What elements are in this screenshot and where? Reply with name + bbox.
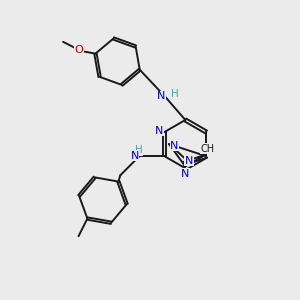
Text: N: N <box>181 169 190 178</box>
Text: N: N <box>170 141 178 151</box>
Text: O: O <box>74 45 83 55</box>
Text: N: N <box>157 92 166 101</box>
Text: CH: CH <box>201 144 215 154</box>
Text: N: N <box>130 151 139 160</box>
Text: H: H <box>171 89 178 99</box>
Text: N: N <box>155 126 163 136</box>
Text: N: N <box>185 156 194 166</box>
Text: H: H <box>135 145 143 155</box>
